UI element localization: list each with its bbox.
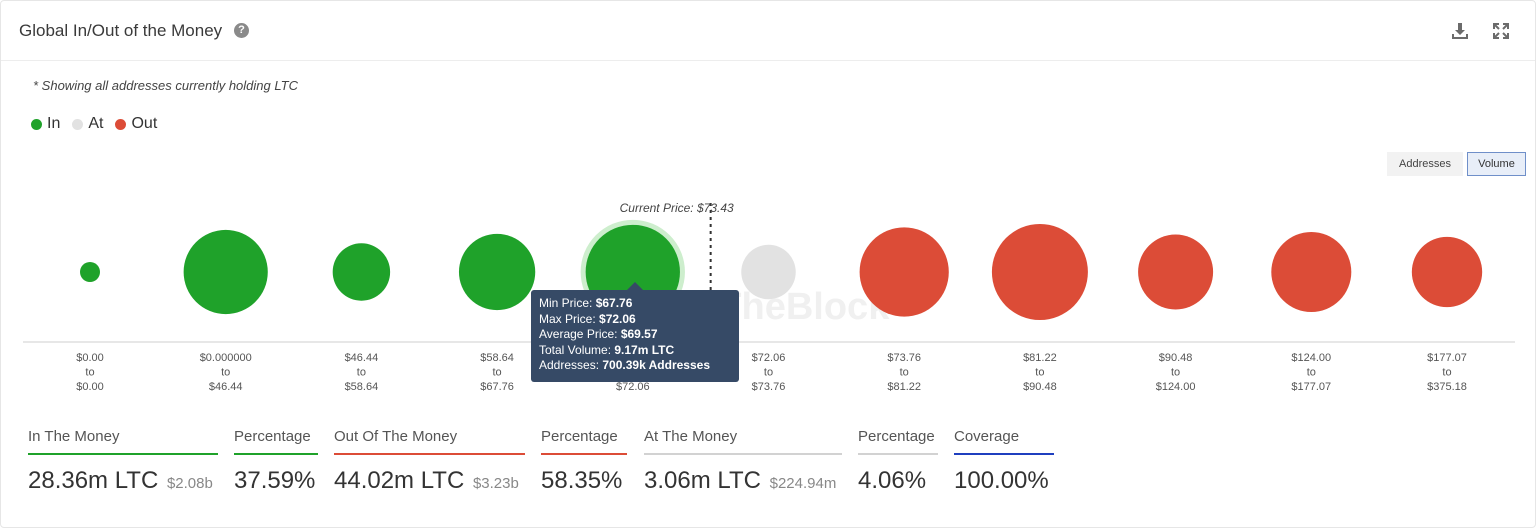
tooltip-arrow [627,282,643,290]
x-tick-label: $81.22 [887,381,921,393]
x-tick-label: to [900,367,909,379]
expand-icon[interactable] [1491,21,1511,41]
x-tick-label: to [493,367,502,379]
chart-legend: In At Out [31,115,157,133]
x-tick-label: to [1035,367,1044,379]
bubble-in [183,229,268,315]
bubble-in [458,233,536,311]
x-tick-label: $46.44 [209,381,243,393]
stat-coverage: Coverage 100.00% [954,428,1054,495]
bubble-out [1411,236,1483,308]
stat-in-percentage: Percentage 37.59% [234,428,318,495]
stat-value: 37.59% [234,467,316,494]
x-tick-label: to [1171,367,1180,379]
stat-label: Coverage [954,428,1054,455]
legend-item-out[interactable]: Out [115,115,157,133]
stat-value: 44.02m LTC $3.23b [334,467,519,494]
x-tick-label: $58.64 [345,381,379,393]
chart-title: Global In/Out of the Money [19,21,223,40]
x-tick-label: $58.64 [480,352,514,364]
stat-label: Percentage [541,428,627,455]
addresses-toggle-button[interactable]: Addresses [1387,152,1463,176]
x-tick-label: $0.00 [76,352,104,364]
holders-note: * Showing all addresses currently holdin… [33,78,298,93]
legend-item-in[interactable]: In [31,115,60,133]
stat-at-the-money: At The Money 3.06m LTC $224.94m [644,428,842,495]
x-tick-label: $90.48 [1023,381,1057,393]
x-tick-label: to [1307,367,1316,379]
legend-dot-out [115,118,127,130]
stat-out-percentage: Percentage 58.35% [541,428,627,495]
question-circle-icon[interactable]: ? [234,23,249,38]
x-tick-label: $0.00 [76,381,104,393]
x-tick-label: $46.44 [345,352,379,364]
legend-dot-in [31,118,42,130]
x-tick-label: to [357,367,366,379]
stat-value: 28.36m LTC $2.08b [28,467,213,494]
x-tick-label: $0.000000 [200,352,252,364]
chart-tooltip: Min Price: $67.76 Max Price: $72.06 Aver… [531,290,739,382]
x-tick-label: $67.76 [480,381,514,393]
stat-label: At The Money [644,428,842,455]
x-tick-label: $73.76 [887,352,921,364]
card-header: Global In/Out of the Money ? [1,1,1535,61]
legend-label-at: At [88,115,104,132]
stat-value: 3.06m LTC $224.94m [644,467,837,494]
stat-value: 58.35% [541,467,623,494]
x-tick-label: $375.18 [1427,381,1467,393]
x-tick-label: $177.07 [1291,381,1331,393]
bubble-out [1138,234,1214,310]
legend-label-out: Out [131,115,158,132]
legend-label-in: In [47,115,61,132]
stat-value: 4.06% [858,467,927,494]
x-tick-label: $72.06 [616,381,650,393]
volume-toggle-button[interactable]: Volume [1467,152,1526,176]
bubble-in [332,243,391,301]
tooltip-row-addresses: Addresses: 700.39k Addresses [539,358,711,372]
bubble-at [741,244,796,300]
bubble-in [80,262,100,282]
legend-item-at[interactable]: At [72,115,103,133]
x-tick-label: $177.07 [1427,352,1467,364]
tooltip-row-min-price: Min Price: $67.76 [539,296,633,310]
legend-dot-at [72,118,84,130]
x-tick-label: $81.22 [1023,352,1057,364]
current-price-label: Current Price: $73.43 [620,201,734,215]
x-tick-label: to [1442,367,1451,379]
tooltip-row-total-volume: Total Volume: 9.17m LTC [539,342,675,357]
x-tick-label: to [221,367,230,379]
stat-at-percentage: Percentage 4.06% [858,428,938,495]
download-icon[interactable] [1450,21,1470,41]
x-tick-label: to [764,367,773,379]
stat-label: Percentage [234,428,318,455]
x-tick-label: to [85,367,94,379]
stat-value: 100.00% [954,467,1049,494]
tooltip-row-max-price: Max Price: $72.06 [539,311,636,326]
stat-label: Percentage [858,428,938,455]
bubble-out [859,227,949,317]
stat-out-of-the-money: Out Of The Money 44.02m LTC $3.23b [334,428,525,495]
x-tick-label: $73.76 [752,381,786,393]
stat-in-the-money: In The Money 28.36m LTC $2.08b [28,428,218,495]
tooltip-row-average-price: Average Price: $69.57 [539,327,658,341]
x-tick-label: $72.06 [752,352,786,364]
stat-label: In The Money [28,428,218,455]
x-tick-label: $90.48 [1159,352,1193,364]
x-tick-label: $124.00 [1156,381,1196,393]
bubble-out [991,224,1088,320]
bubble-out [1271,231,1352,313]
stat-label: Out Of The Money [334,428,525,455]
x-tick-label: $124.00 [1291,352,1331,364]
